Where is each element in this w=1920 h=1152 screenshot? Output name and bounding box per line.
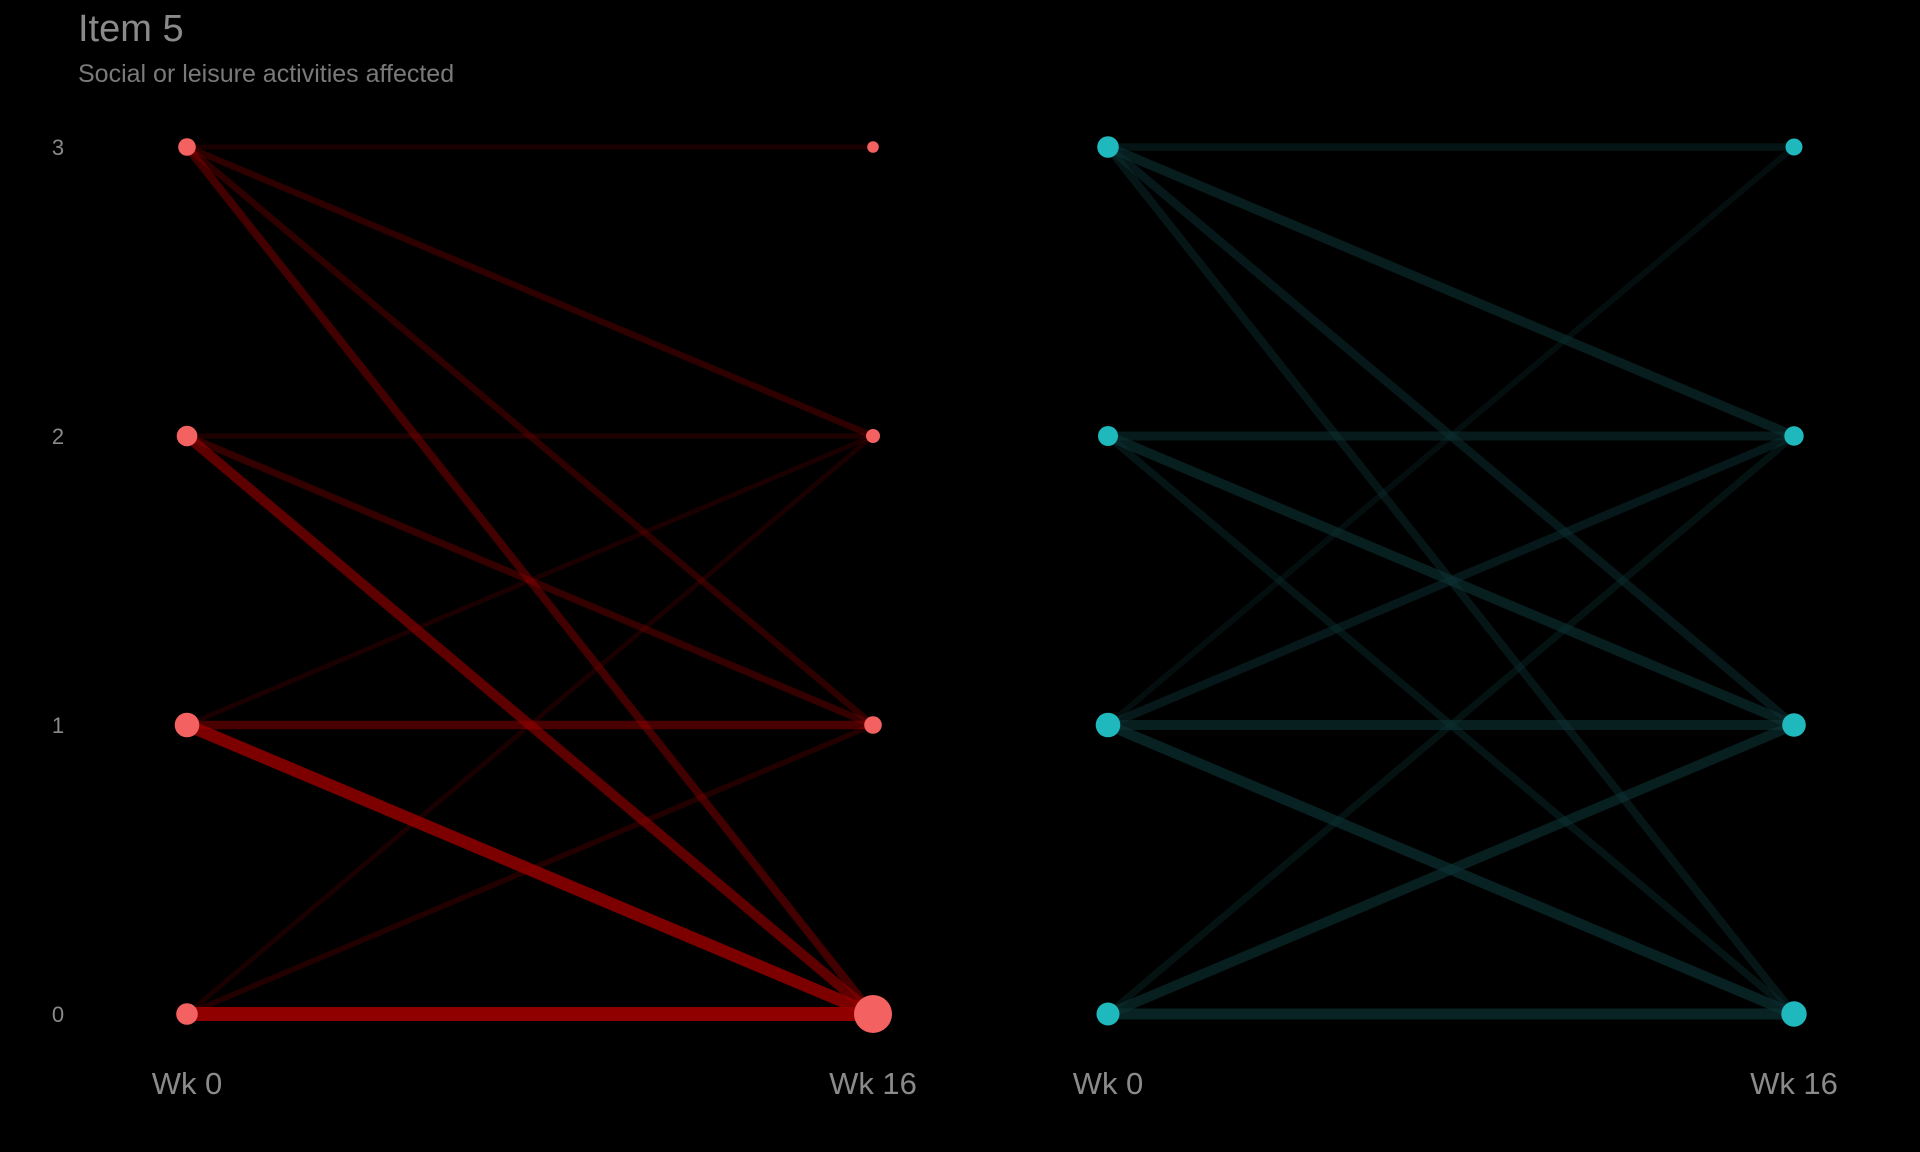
- transition-line: [183, 143, 877, 1018]
- panel-left: Wk 0 Wk 16: [152, 138, 917, 1101]
- transition-lines: [180, 143, 880, 1021]
- y-tick-label: 2: [52, 424, 64, 449]
- data-point: [867, 141, 879, 153]
- data-point: [1784, 426, 1804, 446]
- data-point: [174, 712, 200, 738]
- transition-line: [1102, 719, 1800, 1020]
- data-point: [1098, 426, 1118, 446]
- data-point: [178, 138, 196, 156]
- transition-line: [184, 433, 876, 728]
- data-point: [1781, 1001, 1807, 1027]
- data-point: [864, 716, 882, 734]
- y-tick-label: 0: [52, 1002, 64, 1027]
- transition-line: [183, 432, 877, 729]
- transition-line: [184, 433, 876, 1017]
- data-point: [1785, 138, 1803, 156]
- data-point: [1096, 1002, 1120, 1026]
- data-point: [176, 1003, 198, 1025]
- points: [174, 138, 892, 1033]
- chart-subtitle: Social or leisure activities affected: [78, 60, 455, 88]
- data-point: [1095, 712, 1121, 738]
- transition-line: [180, 718, 880, 1021]
- panel-right: Wk 0 Wk 16: [1073, 136, 1838, 1101]
- data-point: [1782, 713, 1806, 737]
- y-tick-label: 1: [52, 713, 64, 738]
- transition-line: [183, 143, 877, 440]
- data-point: [1097, 136, 1119, 158]
- data-point: [854, 995, 892, 1033]
- points: [1095, 136, 1807, 1027]
- transition-line: [1103, 431, 1799, 730]
- transition-line: [183, 143, 877, 729]
- x-tick-label: Wk 16: [1750, 1066, 1838, 1101]
- transition-line: [184, 722, 876, 1017]
- y-tick-label: 3: [52, 135, 64, 160]
- transition-lines: [1102, 142, 1800, 1020]
- data-point: [866, 429, 880, 443]
- x-tick-label: Wk 0: [152, 1066, 223, 1101]
- transition-line: [182, 431, 878, 1019]
- x-tick-label: Wk 0: [1073, 1066, 1144, 1101]
- transition-line: [1103, 142, 1799, 730]
- transition-line: [1103, 142, 1799, 441]
- x-tick-label: Wk 16: [829, 1066, 917, 1101]
- transition-line: [1104, 432, 1798, 1018]
- y-axis: 0 1 2 3: [52, 135, 64, 1027]
- transition-line: [1104, 143, 1798, 1018]
- data-point: [176, 425, 198, 447]
- chart-title: Item 5: [78, 8, 184, 50]
